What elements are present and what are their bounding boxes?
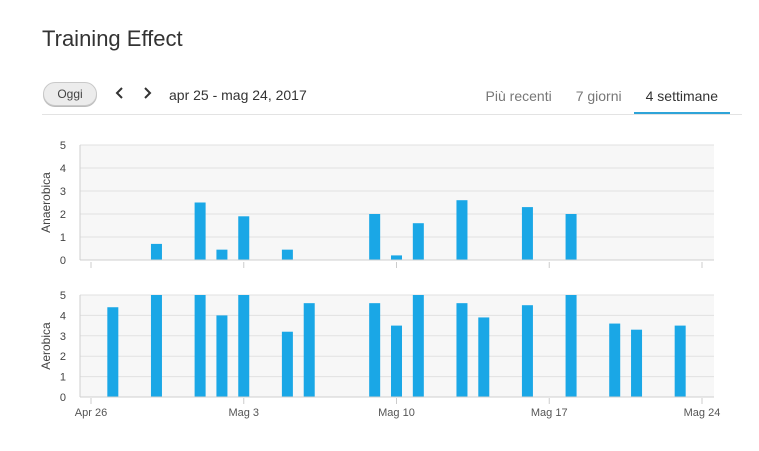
tab-4-weeks[interactable]: 4 settimane xyxy=(633,78,730,114)
previous-period-button[interactable] xyxy=(112,84,128,102)
x-tick-label: Mag 17 xyxy=(531,407,568,419)
bar xyxy=(107,307,119,397)
x-tick-label: Mag 10 xyxy=(378,407,415,419)
y-axis-label: Anaerobica xyxy=(39,172,53,233)
bar xyxy=(238,216,250,260)
page-title: Training Effect xyxy=(42,26,183,51)
bar xyxy=(281,331,293,397)
tab-7-days[interactable]: 7 giorni xyxy=(575,88,622,104)
y-tick-label: 2 xyxy=(60,351,66,363)
bar xyxy=(412,223,424,260)
bar xyxy=(565,295,577,397)
bar xyxy=(238,295,250,397)
bar xyxy=(412,295,424,397)
y-tick-label: 0 xyxy=(60,255,66,267)
bar xyxy=(216,249,228,260)
bar xyxy=(150,295,162,397)
bar xyxy=(391,325,402,397)
bar xyxy=(521,305,533,397)
y-tick-label: 4 xyxy=(60,310,66,322)
date-range-label: apr 25 - mag 24, 2017 xyxy=(169,87,307,103)
y-tick-label: 4 xyxy=(60,163,66,175)
bar xyxy=(631,329,643,397)
bar xyxy=(674,325,686,397)
y-tick-label: 3 xyxy=(60,331,66,343)
bar xyxy=(194,295,206,397)
today-button[interactable]: Oggi xyxy=(43,82,97,106)
plot-area xyxy=(80,145,714,260)
bar xyxy=(609,323,621,397)
y-tick-label: 1 xyxy=(60,372,66,384)
chevron-left-icon xyxy=(115,87,123,99)
y-tick-label: 5 xyxy=(60,140,66,152)
bar xyxy=(194,202,206,260)
chevron-right-icon xyxy=(144,87,152,99)
header-divider xyxy=(42,114,742,115)
next-period-button[interactable] xyxy=(139,84,155,102)
y-tick-label: 1 xyxy=(60,232,66,244)
bar xyxy=(456,200,468,260)
bar xyxy=(216,315,228,397)
bar xyxy=(456,303,468,397)
y-tick-label: 2 xyxy=(60,209,66,221)
bar xyxy=(369,303,381,397)
x-tick-label: Mag 24 xyxy=(684,407,721,419)
y-tick-label: 5 xyxy=(60,290,66,302)
bar xyxy=(565,214,577,260)
period-tabs: Più recenti 7 giorni 4 settimane xyxy=(474,78,730,114)
bar xyxy=(521,207,533,260)
y-tick-label: 3 xyxy=(60,186,66,198)
x-tick-label: Mag 3 xyxy=(228,407,259,419)
y-tick-label: 0 xyxy=(60,392,66,404)
y-axis-label: Aerobica xyxy=(39,322,53,370)
bar xyxy=(303,303,315,397)
bar xyxy=(281,249,293,260)
bar xyxy=(150,243,162,260)
bar xyxy=(369,214,381,260)
tab-most-recent[interactable]: Più recenti xyxy=(485,88,552,104)
bar xyxy=(478,317,490,397)
x-tick-label: Apr 26 xyxy=(75,407,107,419)
bar xyxy=(391,255,402,260)
